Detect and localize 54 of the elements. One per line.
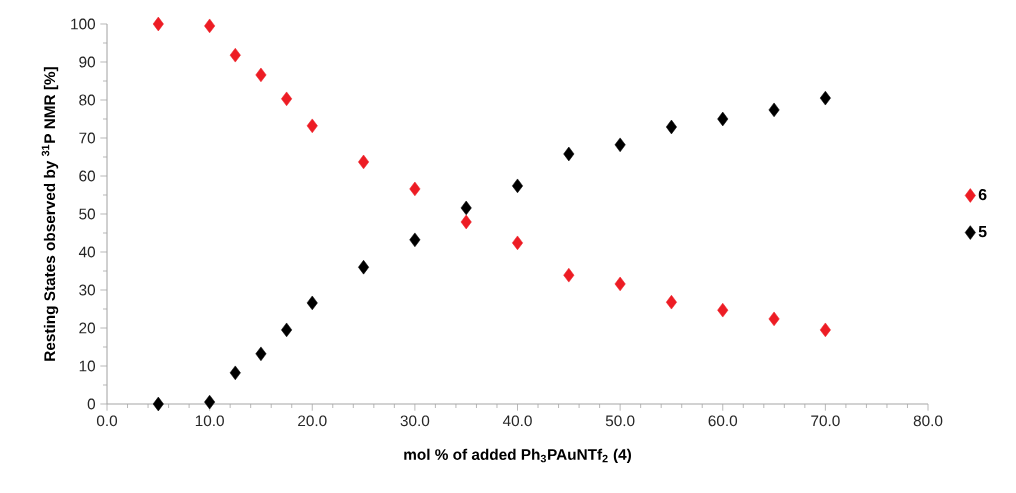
point <box>460 200 472 216</box>
point <box>281 322 293 338</box>
point <box>255 67 267 83</box>
point <box>358 154 370 170</box>
y-tick-label: 60 <box>79 170 96 182</box>
point <box>229 47 241 63</box>
point <box>152 16 164 32</box>
point <box>768 311 780 327</box>
legend-label: 5 <box>978 226 987 238</box>
point <box>358 259 370 275</box>
point <box>460 214 472 230</box>
point <box>563 267 575 283</box>
point <box>281 91 293 107</box>
point <box>409 232 421 248</box>
y-tick-label: 50 <box>79 208 96 220</box>
y-tick-label: 80 <box>79 94 96 106</box>
x-tick-label: 40.0 <box>502 415 532 427</box>
point <box>819 90 831 106</box>
legend-label: 6 <box>978 188 987 201</box>
y-tick-label: 70 <box>79 132 96 144</box>
x-axis-title: mol % of added Ph$_{3}$PAuNTf$_{2}$ (4) <box>404 448 631 464</box>
x-tick-label: 30.0 <box>400 415 430 427</box>
x-tick-label: 80.0 <box>913 415 943 427</box>
point <box>306 118 318 134</box>
y-tick-label: 10 <box>79 360 96 372</box>
x-tick-label: 10.0 <box>195 415 224 427</box>
x-tick-label: 20.0 <box>298 415 327 427</box>
y-tick-label: 100 <box>71 18 96 30</box>
point <box>665 119 677 135</box>
point <box>204 394 216 410</box>
x-tick-label: 60.0 <box>708 415 738 427</box>
x-tick-label: 50.0 <box>605 415 635 427</box>
y-tick-label: 20 <box>79 322 96 334</box>
point <box>204 18 216 34</box>
point <box>306 295 318 311</box>
x-tick-label: 0.0 <box>96 415 118 427</box>
point <box>255 346 267 362</box>
y-tick-label: 40 <box>78 246 96 258</box>
x-tick-label: 70.0 <box>811 415 840 427</box>
y-tick-label: 0 <box>87 398 96 410</box>
y-axis-title: Resting States observed by $^{31}$P NMR [%] <box>41 67 59 361</box>
point <box>614 137 626 153</box>
y-tick-label: 30 <box>79 284 96 296</box>
point <box>409 181 421 197</box>
point <box>717 302 729 318</box>
point <box>152 396 164 412</box>
point <box>819 322 831 338</box>
y-tick-label: 90 <box>79 56 96 68</box>
point <box>229 365 241 381</box>
point <box>665 294 677 310</box>
point <box>614 276 626 292</box>
point <box>768 102 780 118</box>
point <box>563 146 575 162</box>
point <box>717 111 729 127</box>
